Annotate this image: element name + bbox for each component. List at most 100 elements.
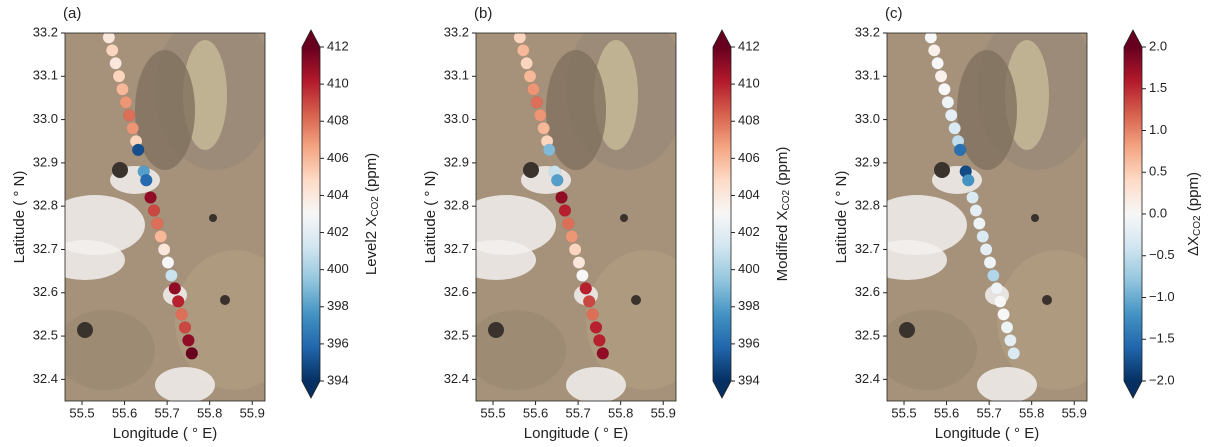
colorbar-extend-max [302,30,320,47]
colorbar-tick-label: −1.5 [1149,331,1175,346]
x-tick-label: 55.6 [112,405,137,420]
map-cloud [476,240,536,280]
y-tick-label: 32.4 [33,371,58,386]
point [551,173,564,187]
y-tick-label: 32.8 [33,198,58,213]
colorbar-tick-label: 410 [738,76,760,91]
colorbar-tick-label: 412 [327,38,349,53]
y-tick-label: 33.2 [33,24,58,39]
axes-frame [475,32,677,402]
colorbar-tick-label: −1.0 [1149,289,1175,304]
y-tick-label: 33.1 [855,68,880,83]
x-tick-label: 55.8 [197,405,222,420]
y-axis-label: Latitude ( ° N) [422,171,439,264]
point [962,173,975,187]
colorbar-tick-label: 398 [327,298,349,313]
colorbar-tick-label: 0.5 [1149,164,1167,179]
map-dark [620,214,628,222]
point [948,121,961,135]
point [934,70,948,83]
x-tick-label: 55.5 [891,405,916,420]
point [151,217,164,230]
point [513,33,527,44]
x-axis-label: Longitude ( ° E) [524,425,628,442]
point [182,334,195,347]
map-cloud [566,367,626,401]
point [568,243,582,256]
x-tick-label: 55.5 [69,405,94,420]
point [579,282,593,295]
colorbar-tick-label: 0.0 [1149,205,1167,220]
colorbar-tick-label: 400 [327,261,349,276]
y-tick-label: 32.6 [855,284,880,299]
point [112,70,126,83]
point [140,173,153,187]
map-terrain [887,310,977,390]
y-tick-label: 32.8 [444,198,469,213]
point [542,143,556,157]
y-axis-label: Latitude ( ° N) [11,171,28,264]
map-dark [1031,214,1039,222]
y-tick-label: 32.5 [33,327,58,342]
point [589,321,603,334]
map-dark [77,322,93,338]
point [596,347,610,360]
colorbar-tick-label: −2.0 [1149,372,1175,387]
map-dark [631,295,641,305]
point [586,308,599,321]
colorbar-label-part: CO2 [370,196,381,217]
colorbar-label-part: (ppm) [774,147,791,190]
y-tick-label: 32.6 [444,284,469,299]
colorbar-extend-min [713,381,731,398]
map-cloud [887,240,947,280]
colorbar-tick-label: 412 [738,38,760,53]
y-tick-label: 32.9 [33,154,58,169]
x-tick-label: 55.8 [1019,405,1044,420]
colorbar-label: ΔXCO2 (ppm) [1185,172,1203,256]
map [476,33,676,401]
y-tick-label: 32.7 [444,241,469,256]
y-tick-label: 32.8 [855,198,880,213]
colorbar-tick-label: 394 [327,372,349,387]
x-tick-label: 55.9 [1062,405,1087,420]
map-cloud [887,195,967,255]
x-axis-label: Longitude ( ° E) [113,425,217,442]
panel-label: (c) [885,5,903,22]
colorbar-tick-label: 402 [327,224,349,239]
point [945,109,958,122]
map [887,33,1087,401]
point [997,308,1010,321]
colorbar [1124,47,1142,381]
y-tick-label: 32.4 [444,371,469,386]
map-dark [1042,295,1052,305]
y-tick-label: 32.5 [855,327,880,342]
x-tick-label: 55.7 [976,405,1001,420]
colorbar-label-part: CO2 [1192,215,1203,236]
map [65,33,265,401]
point [993,295,1007,308]
map-dark [220,295,230,305]
point [109,57,122,70]
axes-frame [64,32,266,402]
point [116,83,129,96]
x-tick-label: 55.7 [565,405,590,420]
map-terrain [476,310,566,390]
colorbar-tick-label: 406 [738,150,760,165]
map-dark [899,322,915,338]
colorbar-extend-min [1124,381,1142,398]
point [171,295,185,308]
point [983,256,997,269]
point [990,282,1004,295]
point [927,44,941,57]
point [520,57,533,70]
y-tick-label: 32.6 [33,284,58,299]
map-cloud [155,367,215,401]
colorbar-tick-label: 398 [738,298,760,313]
colorbar-label-part: Modified X [774,211,791,282]
map-cloud [65,195,145,255]
colorbar-label-part: CO2 [781,190,792,211]
x-axis-label: Longitude ( ° E) [935,425,1039,442]
axes-frame [886,32,1088,402]
point [537,121,550,135]
